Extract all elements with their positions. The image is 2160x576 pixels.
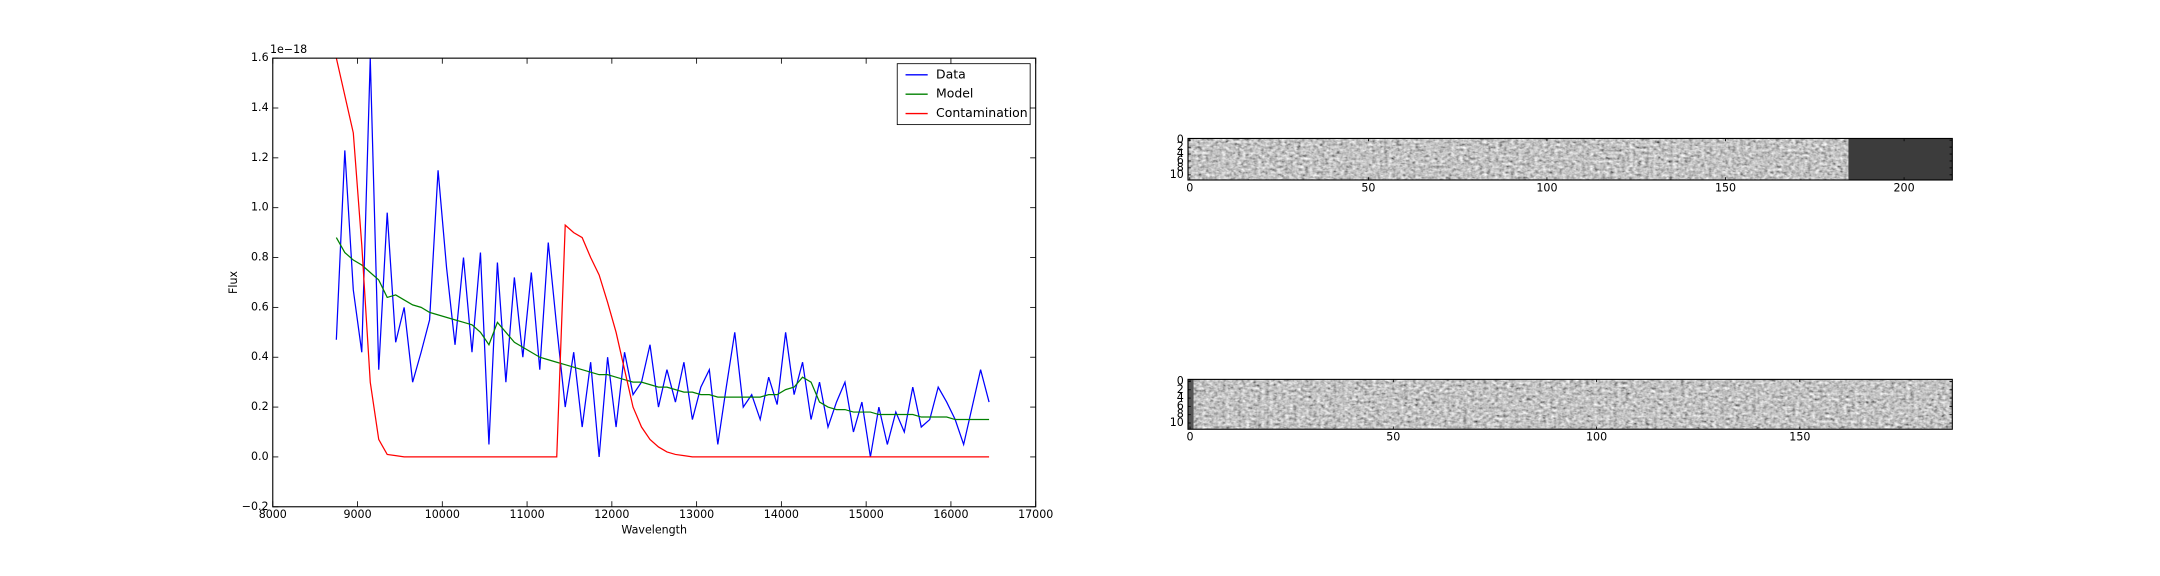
y-tick-label: −0.2 bbox=[242, 500, 269, 513]
x-tick-label: 12000 bbox=[594, 508, 629, 521]
y-tick-label: 1.2 bbox=[251, 151, 269, 164]
y-tick-label: 4 bbox=[1177, 147, 1184, 160]
y-tick-label: 0.0 bbox=[251, 450, 269, 463]
spectrum-image bbox=[1188, 379, 1953, 430]
axes-frame bbox=[1187, 378, 1953, 430]
x-tick-label: 16000 bbox=[933, 508, 968, 521]
y-tick-label: 0.8 bbox=[251, 251, 269, 264]
x-tick-label: 11000 bbox=[509, 508, 544, 521]
image-edge bbox=[1188, 379, 1194, 430]
x-tick-label: 50 bbox=[1361, 181, 1375, 194]
y-tick-label: 2 bbox=[1177, 383, 1184, 396]
image-blank-region bbox=[1848, 138, 1953, 180]
offset-text: 1e−18 bbox=[270, 43, 307, 56]
y-tick-label: 8 bbox=[1177, 161, 1184, 174]
y-tick-label: 1.6 bbox=[251, 51, 269, 64]
x-tick-label: 0 bbox=[1186, 181, 1193, 194]
y-tick-label: 0.4 bbox=[251, 350, 269, 363]
y-tick-label: 0.6 bbox=[251, 300, 269, 313]
y-axis-label: Flux bbox=[227, 271, 240, 294]
y-tick-label: 0 bbox=[1177, 374, 1184, 387]
y-tick-label: 2 bbox=[1177, 140, 1184, 153]
y-tick-label: 10 bbox=[1170, 416, 1184, 429]
x-tick-label: 150 bbox=[1789, 431, 1810, 444]
y-tick-label: 0 bbox=[1177, 133, 1184, 146]
y-tick-label: 6 bbox=[1177, 399, 1184, 412]
y-tick-label: 4 bbox=[1177, 391, 1184, 404]
legend-label: Contamination bbox=[936, 105, 1028, 120]
x-tick-label: 17000 bbox=[1018, 508, 1053, 521]
x-tick-label: 14000 bbox=[764, 508, 799, 521]
series-line bbox=[335, 58, 990, 458]
series-line bbox=[335, 237, 990, 421]
x-tick-label: 100 bbox=[1586, 431, 1607, 444]
series-line bbox=[335, 58, 990, 458]
x-tick-label: 15000 bbox=[849, 508, 884, 521]
legend-label: Data bbox=[936, 66, 966, 81]
x-tick-label: 200 bbox=[1894, 181, 1915, 194]
x-tick-label: 10000 bbox=[425, 508, 460, 521]
axes-frame bbox=[272, 57, 1037, 508]
x-tick-label: 50 bbox=[1386, 431, 1400, 444]
y-tick-label: 8 bbox=[1177, 408, 1184, 421]
x-tick-label: 8000 bbox=[259, 508, 287, 521]
y-tick-label: 0.2 bbox=[251, 400, 269, 413]
legend-label: Model bbox=[936, 86, 973, 101]
y-tick-label: 10 bbox=[1170, 168, 1184, 181]
x-tick-label: 9000 bbox=[343, 508, 371, 521]
x-tick-label: 150 bbox=[1715, 181, 1736, 194]
axes-frame bbox=[1187, 137, 1953, 181]
x-tick-label: 100 bbox=[1536, 181, 1557, 194]
y-tick-label: 1.0 bbox=[251, 201, 269, 214]
x-tick-label: 0 bbox=[1187, 431, 1194, 444]
y-tick-label: 1.4 bbox=[251, 101, 269, 114]
x-axis-label: Wavelength bbox=[621, 523, 687, 536]
y-tick-label: 6 bbox=[1177, 154, 1184, 167]
spectrum-image bbox=[1188, 138, 1953, 180]
x-tick-label: 13000 bbox=[679, 508, 714, 521]
